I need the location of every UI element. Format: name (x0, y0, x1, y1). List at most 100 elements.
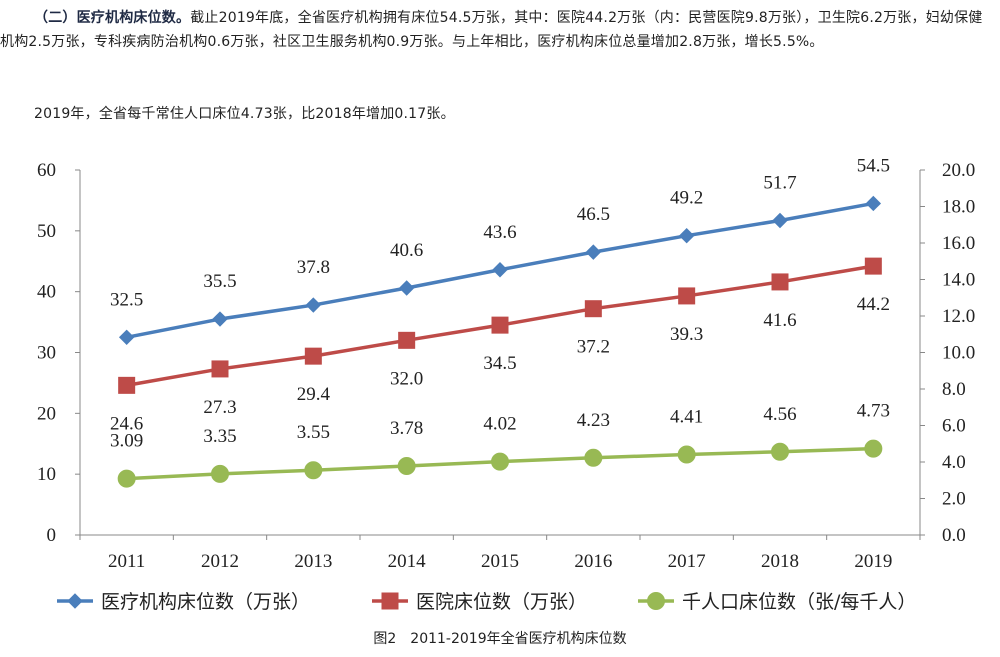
legend-label: 千人口床位数（张/每千人） (682, 591, 916, 613)
data-point-marker (771, 273, 789, 291)
data-label: 49.2 (670, 188, 703, 209)
legend-label: 医院床位数（万张） (416, 591, 587, 613)
right-y-tick-label: 16.0 (942, 233, 975, 254)
right-y-tick-label: 14.0 (942, 270, 975, 291)
left-y-tick-label: 20 (37, 403, 56, 424)
data-point-marker (212, 311, 228, 327)
legend-swatch-marker (67, 593, 83, 609)
data-point-marker (491, 316, 509, 334)
data-label: 46.5 (577, 204, 610, 225)
data-point-marker (677, 445, 696, 464)
data-label: 39.3 (670, 324, 703, 345)
left-y-tick-label: 30 (37, 343, 56, 364)
data-point-marker (305, 297, 322, 313)
data-point-marker (211, 360, 229, 378)
x-tick-label: 2019 (854, 551, 892, 572)
data-label: 32.5 (110, 289, 143, 310)
data-label: 24.6 (110, 413, 143, 434)
left-y-tick-label: 0 (47, 525, 57, 546)
data-point-marker (398, 331, 416, 349)
left-y-tick-label: 50 (37, 221, 56, 242)
right-y-tick-label: 18.0 (942, 197, 975, 218)
x-tick-label: 2018 (761, 551, 799, 572)
data-label: 40.6 (390, 240, 423, 261)
data-point-marker (678, 287, 696, 305)
data-label: 27.3 (203, 397, 236, 418)
series-3 (117, 439, 883, 488)
right-y-tick-label: 4.0 (942, 452, 966, 473)
x-tick-label: 2016 (574, 551, 612, 572)
data-point-marker (772, 212, 788, 229)
data-label: 44.2 (857, 294, 890, 315)
data-point-marker (678, 227, 695, 244)
paragraph-body: 截止2019年底，全省医疗机构拥有床位54.5万张，其中：医院44.2万张（内：… (0, 10, 983, 50)
right-y-tick-label: 12.0 (942, 306, 975, 327)
data-labels: 32.5 35.5 37.8 40.6 43.6 46.5 49.2 51.7 54.5 24.6… (110, 155, 890, 451)
data-label: 4.56 (763, 404, 796, 425)
x-tick-label: 2015 (481, 551, 519, 572)
data-label: 43.6 (483, 222, 516, 243)
data-point-marker (398, 280, 415, 296)
right-y-tick-label: 2.0 (942, 489, 966, 510)
data-point-marker (585, 244, 602, 260)
legend-swatch-marker (381, 592, 399, 610)
right-y-tick-label: 0.0 (942, 525, 966, 546)
left-y-tick-label: 40 (37, 282, 56, 303)
right-y-tick-label: 8.0 (942, 379, 966, 400)
series-2 (118, 257, 882, 394)
data-point-marker (211, 464, 229, 483)
legend-entry-3: 千人口床位数（张/每千人） (638, 591, 916, 613)
axes: 0 10 20 30 40 50 60 0.0 2.0 4.0 6.0 8.0 10.0 12.0 14.0… (37, 160, 975, 572)
right-y-tick-label: 6.0 (942, 416, 966, 437)
data-point-marker (117, 469, 136, 488)
right-y-tick-label: 20.0 (942, 160, 975, 181)
legend-entry-2: 医院床位数（万张） (372, 591, 587, 613)
line-chart: 0 10 20 30 40 50 60 0.0 2.0 4.0 6.0 8.0 10.0 12.0 14.0… (37, 155, 975, 613)
data-label: 3.78 (390, 418, 423, 439)
data-label: 29.4 (297, 384, 331, 405)
data-label: 3.35 (203, 426, 236, 447)
legend-label: 医疗机构床位数（万张） (101, 591, 310, 613)
data-point-marker (864, 439, 883, 458)
data-point-marker (118, 376, 136, 394)
left-y-tick-label: 60 (37, 160, 56, 181)
data-label: 37.2 (577, 337, 610, 358)
series-1 (118, 195, 882, 345)
legend-swatch-marker (647, 592, 665, 610)
figure-caption: 图2 2011-2019年全省医疗机构床位数 (373, 631, 627, 647)
data-point-marker (397, 457, 416, 476)
data-label: 32.0 (390, 368, 423, 389)
data-label: 4.41 (670, 407, 703, 428)
data-label: 37.8 (297, 257, 330, 278)
x-tick-label: 2014 (388, 551, 427, 572)
data-point-marker (491, 452, 509, 471)
data-point-marker (584, 448, 603, 467)
data-label: 54.5 (857, 155, 890, 176)
data-point-marker (118, 329, 135, 345)
data-point-marker (584, 300, 602, 318)
data-label: 34.5 (483, 353, 516, 374)
data-label: 4.23 (577, 410, 610, 431)
data-label: 4.73 (857, 401, 890, 422)
data-label: 51.7 (763, 172, 796, 193)
paragraph-bed-count: （二）医疗机构床位数。截止2019年底，全省医疗机构拥有床位54.5万张，其中：… (0, 6, 990, 54)
legend: 医疗机构床位数（万张） 医院床位数（万张） 千人口床位数（张/每千人） (57, 591, 916, 613)
data-label: 3.55 (297, 422, 330, 443)
legend-entry-1: 医疗机构床位数（万张） (57, 591, 310, 613)
series-lines (117, 195, 883, 488)
data-point-marker (492, 262, 508, 278)
data-label: 41.6 (763, 310, 796, 331)
data-label: 4.02 (483, 414, 516, 435)
x-tick-label: 2017 (668, 551, 706, 572)
x-tick-label: 2012 (201, 551, 239, 572)
data-label: 35.5 (203, 271, 236, 292)
right-y-tick-label: 10.0 (942, 343, 975, 364)
paragraph-heading: （二）医疗机构床位数。 (34, 10, 191, 26)
x-tick-label: 2011 (108, 551, 145, 572)
left-y-tick-label: 10 (37, 464, 56, 485)
x-tick-label: 2013 (294, 551, 332, 572)
data-point-marker (864, 257, 882, 275)
data-point-marker (865, 195, 882, 212)
data-label: 3.09 (110, 431, 143, 452)
data-point-marker (304, 461, 323, 480)
